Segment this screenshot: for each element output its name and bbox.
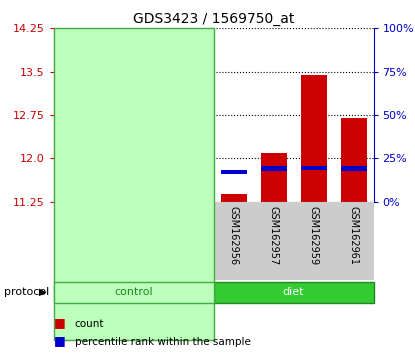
Bar xyxy=(61,65,87,202)
Text: ■: ■ xyxy=(54,334,66,347)
Bar xyxy=(341,118,366,202)
Bar xyxy=(300,166,327,170)
Text: count: count xyxy=(75,319,104,329)
Text: GSM162956: GSM162956 xyxy=(229,206,239,265)
Text: protocol: protocol xyxy=(4,287,49,297)
Bar xyxy=(341,166,366,171)
Bar xyxy=(101,166,127,171)
Text: percentile rank within the sample: percentile rank within the sample xyxy=(75,337,251,347)
Text: GSM162957: GSM162957 xyxy=(269,206,278,265)
Text: GSM162960: GSM162960 xyxy=(149,206,159,265)
Text: control: control xyxy=(115,287,153,297)
Bar xyxy=(101,138,127,202)
Bar xyxy=(221,170,247,174)
Bar xyxy=(261,153,287,202)
Text: ▶: ▶ xyxy=(39,287,47,297)
Bar xyxy=(221,194,247,202)
Text: GSM162961: GSM162961 xyxy=(349,206,359,265)
Bar xyxy=(141,146,167,202)
Bar xyxy=(61,165,87,169)
Text: ■: ■ xyxy=(54,316,66,329)
Bar xyxy=(300,75,327,202)
Text: GSM162962: GSM162962 xyxy=(189,206,199,265)
Bar xyxy=(181,137,207,202)
Text: diet: diet xyxy=(283,287,304,297)
Text: GSM162958: GSM162958 xyxy=(109,206,119,265)
Bar xyxy=(141,166,167,171)
Text: GSM162954: GSM162954 xyxy=(69,206,79,265)
Bar xyxy=(181,166,207,170)
Title: GDS3423 / 1569750_at: GDS3423 / 1569750_at xyxy=(133,12,294,26)
Bar xyxy=(261,166,287,171)
Text: GSM162959: GSM162959 xyxy=(309,206,319,265)
